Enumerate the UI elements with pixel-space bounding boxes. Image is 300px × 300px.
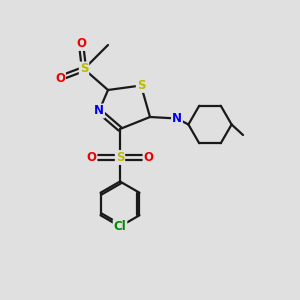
- Text: S: S: [137, 79, 145, 92]
- Text: O: O: [76, 37, 86, 50]
- Text: S: S: [80, 62, 88, 76]
- Text: N: N: [94, 104, 104, 118]
- Text: O: O: [55, 71, 65, 85]
- Text: O: O: [143, 151, 154, 164]
- Text: S: S: [116, 151, 124, 164]
- Text: N: N: [172, 112, 182, 125]
- Text: Cl: Cl: [114, 220, 126, 233]
- Text: O: O: [86, 151, 97, 164]
